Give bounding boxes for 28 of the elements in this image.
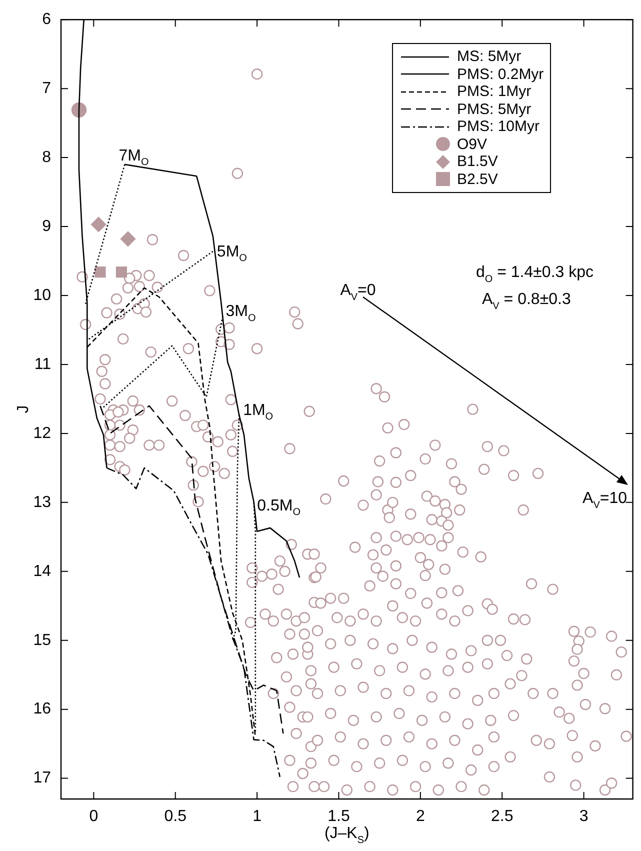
y-tick-label: 17: [33, 770, 52, 787]
y-tick-label: 10: [33, 286, 52, 304]
legend-label: B1.5V: [457, 153, 498, 170]
legend-label: O9V: [457, 136, 488, 153]
y-tick-label: 6: [42, 11, 52, 28]
legend-label: PMS: 10Myr: [457, 118, 540, 136]
y-tick-label: 7: [42, 80, 52, 97]
y-tick-label: 8: [42, 148, 52, 166]
x-tick-label: 2: [416, 808, 425, 826]
y-tick-label: 12: [33, 424, 52, 442]
x-tick-label: 0.5: [164, 808, 187, 826]
legend-label: B2.5V: [457, 170, 498, 188]
y-tick-label: 9: [42, 218, 52, 235]
y-tick-label: 13: [33, 494, 52, 511]
y-tick-label: 14: [33, 562, 52, 580]
x-tick-label: 1.5: [328, 808, 350, 826]
y-tick-label: 11: [34, 356, 52, 373]
y-tick-label: 16: [33, 700, 52, 718]
x-tick-label: 1: [252, 808, 262, 826]
x-tick-label: 0: [89, 808, 98, 826]
y-tick-label: 15: [33, 632, 52, 649]
legend-label: PMS: 1Myr: [457, 83, 532, 100]
legend-label: PMS: 0.2Myr: [457, 66, 544, 83]
legend-label: PMS: 5Myr: [457, 100, 532, 118]
x-tick-label: 2.5: [490, 808, 514, 826]
x-tick-label: 3: [579, 808, 588, 826]
legend-label: MS: 5Myr: [457, 48, 522, 66]
y-axis-title: J: [15, 405, 32, 414]
